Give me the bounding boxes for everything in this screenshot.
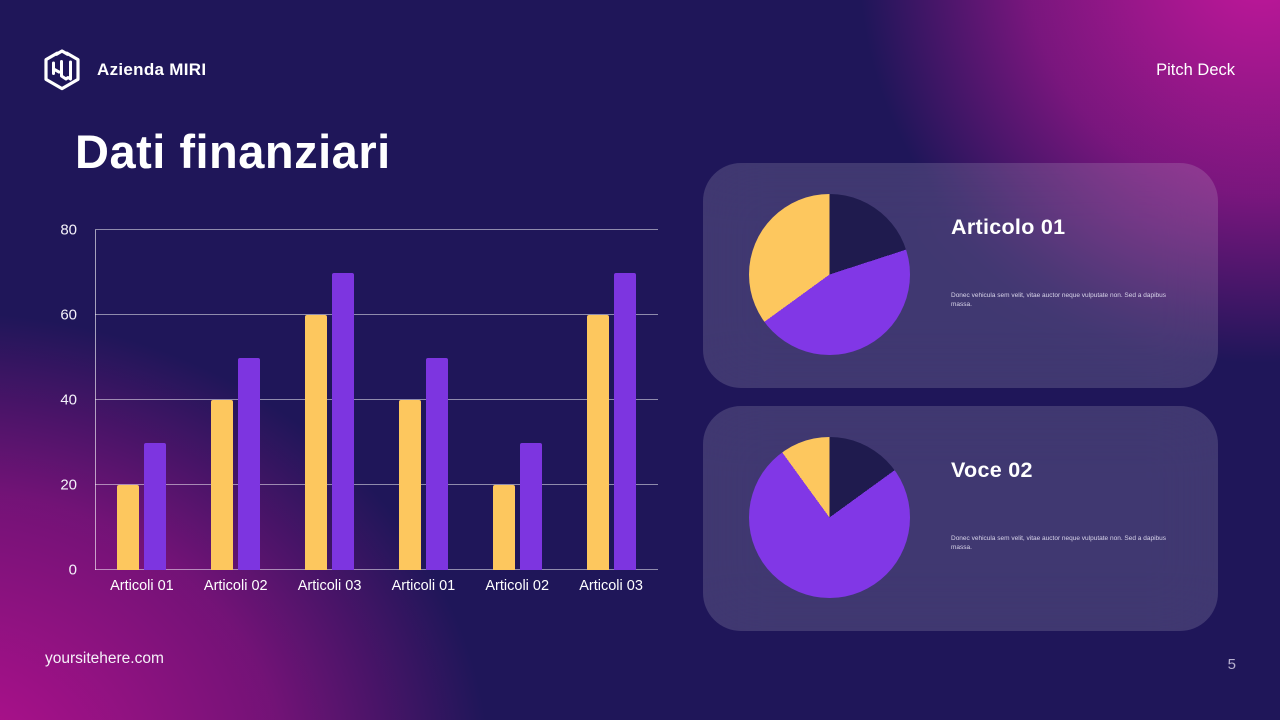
brand: Azienda MIRI [42,48,206,92]
bar-group [95,230,189,570]
page-title: Dati finanziari [75,125,391,178]
hexagon-cube-logo-icon [42,48,82,92]
card-title: Articolo 01 [951,215,1066,239]
y-axis-tick-label: 60 [60,306,77,324]
x-axis-labels: Articoli 01 Articoli 02 Articoli 03 Articol… [95,578,658,594]
gridline [95,484,658,485]
y-axis-tick-label: 40 [60,391,77,409]
bar-group [564,230,658,570]
x-axis-category-label: Articoli 03 [579,578,643,594]
gridline [95,229,658,230]
bar-serie-viola [332,272,355,570]
bar-serie-gialla [492,485,515,570]
x-axis-category-label: Articoli 02 [485,578,550,594]
bar-group [283,230,377,570]
bar-groups [95,230,658,570]
y-axis: 0 20 40 60 80 [45,222,85,579]
bar-serie-gialla [211,400,234,570]
card-voce-02: Voce 02 Donec vehicula sem velit, vitae … [703,406,1218,631]
bar-group [376,230,470,570]
bar-serie-gialla [305,315,328,570]
gridline [95,569,658,570]
gridline [95,399,658,400]
y-axis-tick-label: 80 [60,221,77,239]
bar-serie-gialla [586,315,609,570]
bar-group [189,230,283,570]
pie-chart-voce-02 [749,437,910,598]
bar-serie-viola [238,357,261,570]
y-axis-tick-label: 20 [60,476,77,494]
page-number: 5 [1227,656,1236,673]
bar-serie-viola [519,442,542,570]
x-axis-category-label: Articoli 03 [297,578,362,594]
bar-serie-viola [613,272,636,570]
gridline [95,314,658,315]
bar-serie-viola [425,357,448,570]
bar-serie-viola [144,442,167,570]
card-description: Donec vehicula sem velit, vitae auctor n… [951,292,1166,309]
x-axis-category-label: Articoli 01 [110,578,174,594]
card-articolo-01: Articolo 01 Donec vehicula sem velit, vi… [703,163,1218,388]
bar-group [470,230,564,570]
financial-bar-chart: 0 20 40 60 80 Articoli 01 Articoli 02 Articoli… [60,222,658,594]
x-axis-category-label: Articoli 02 [203,578,268,594]
y-axis-tick-label: 0 [68,561,77,579]
deck-label: Pitch Deck [1156,61,1235,79]
card-description: Donec vehicula sem velit, vitae auctor n… [951,535,1166,552]
pie-chart-articolo-01 [749,194,910,355]
brand-name: Azienda MIRI [97,60,207,79]
bar-serie-gialla [117,485,140,570]
x-axis-category-label: Articoli 01 [391,578,456,594]
gridlines [95,229,658,570]
y-axis-line [95,230,96,570]
card-title: Voce 02 [951,458,1033,482]
bar-serie-gialla [398,400,421,570]
website-url: yoursitehere.com [45,650,164,667]
